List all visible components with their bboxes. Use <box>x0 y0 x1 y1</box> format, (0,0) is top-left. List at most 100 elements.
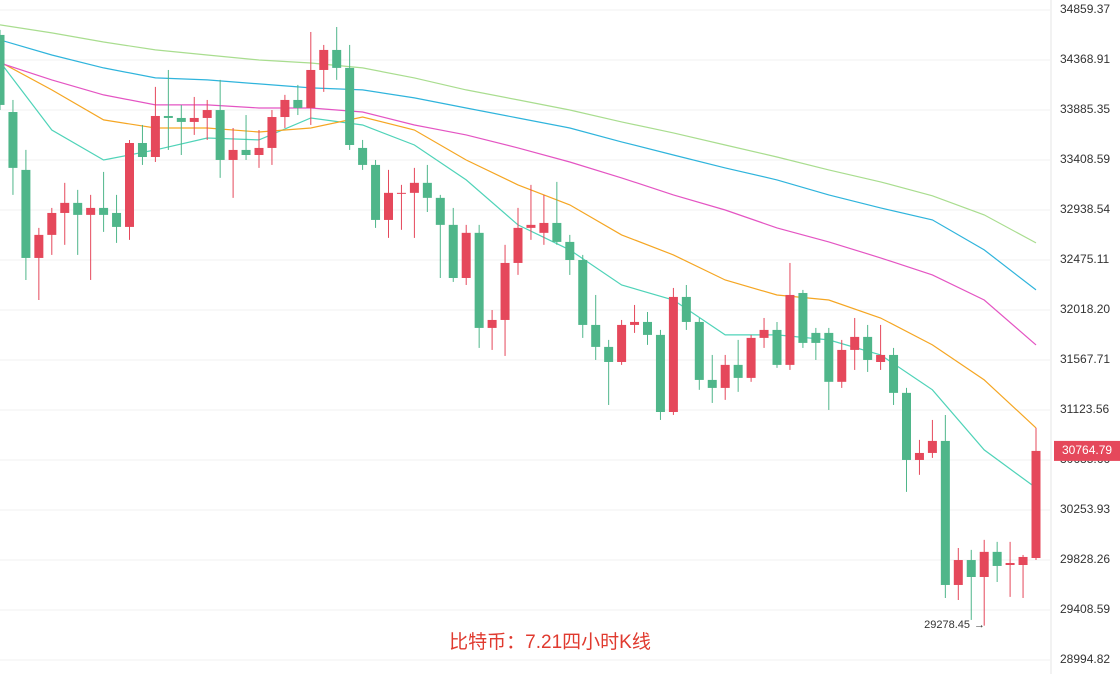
candle-body <box>1018 556 1028 566</box>
candle-body <box>617 324 627 362</box>
candle-body <box>1005 562 1015 566</box>
candle-body <box>927 440 937 453</box>
candle-body <box>176 117 186 122</box>
y-tick-label: 28994.82 <box>1060 652 1110 666</box>
candle-body <box>137 142 147 158</box>
candle-body <box>707 379 717 388</box>
candle-body <box>241 149 251 155</box>
candle-body <box>655 334 665 412</box>
y-tick-label: 33885.35 <box>1060 102 1110 116</box>
candle-body <box>992 551 1002 566</box>
candle-body <box>837 349 847 382</box>
candle-body <box>409 182 419 193</box>
candle-body <box>371 164 381 220</box>
candle-body <box>785 294 795 365</box>
candle-body <box>940 440 950 585</box>
candle-body <box>668 296 678 412</box>
y-tick-label: 32938.54 <box>1060 202 1110 216</box>
candle-body <box>8 112 18 168</box>
candle-body <box>396 192 406 194</box>
candle-body <box>772 329 782 365</box>
candle-body <box>513 227 523 263</box>
candle-body <box>21 169 31 258</box>
candle-body <box>914 452 924 460</box>
candle-body <box>150 115 160 158</box>
candle-body <box>979 551 989 577</box>
candle-body <box>125 142 134 227</box>
candle-body <box>902 392 911 460</box>
ma-line <box>0 61 1037 429</box>
candle-body <box>487 319 497 328</box>
candle-body <box>215 110 225 160</box>
ma-line <box>0 62 1037 346</box>
candle-body <box>306 69 316 108</box>
y-tick-label: 29408.59 <box>1060 602 1110 616</box>
candle-body <box>293 99 303 108</box>
candle-body <box>643 321 652 335</box>
y-tick-label: 30253.93 <box>1060 502 1110 516</box>
candle-body <box>759 329 769 338</box>
y-tick-label: 31123.56 <box>1060 402 1109 416</box>
y-tick-label: 29828.26 <box>1060 552 1110 566</box>
candle-body <box>228 149 238 160</box>
low-annotation: 29278.45 <box>924 619 970 631</box>
candle-body <box>254 147 264 155</box>
candle-body <box>73 202 83 215</box>
candle-body <box>47 212 57 235</box>
chart-title: 比特币：7.21四小时K线 <box>449 631 651 653</box>
y-axis: 34859.37 34368.91 33885.35 33408.59 32938.54… <box>1060 2 1110 666</box>
ma-line <box>0 39 1037 291</box>
candle-body <box>552 222 562 242</box>
candle-body <box>824 332 834 382</box>
candle-body <box>811 332 821 343</box>
candle-body <box>1031 450 1041 559</box>
low-arrow: → <box>974 619 985 631</box>
candle-body <box>474 232 484 328</box>
candle-body <box>966 560 976 577</box>
candle-body <box>733 364 743 378</box>
candle-body <box>163 115 173 118</box>
price-tag <box>1054 440 1120 461</box>
candle-body <box>422 182 432 198</box>
candle-body <box>889 354 899 393</box>
candle-body <box>526 224 536 228</box>
candle-body <box>86 207 96 215</box>
candle-body <box>189 117 199 122</box>
candle-body <box>448 224 458 278</box>
candle-body <box>746 337 756 378</box>
candle-body <box>720 364 730 388</box>
grid <box>0 9 1050 661</box>
candle-body <box>345 67 355 145</box>
candle-body <box>953 560 963 585</box>
candle-body <box>280 99 290 118</box>
candle-body <box>591 324 601 347</box>
candle-body <box>850 336 860 350</box>
candle-body <box>60 202 70 213</box>
candle-body <box>358 147 368 165</box>
candle-body <box>461 232 471 278</box>
candle-body <box>112 212 122 227</box>
candles <box>0 26 1041 626</box>
candle-body <box>604 346 614 362</box>
y-tick-label: 32475.11 <box>1060 252 1109 266</box>
candle-body <box>34 234 44 258</box>
candle-body <box>99 207 109 215</box>
price-tag-label: 30764.79 <box>1062 443 1112 457</box>
candle-body <box>681 296 691 322</box>
candle-body <box>578 260 588 325</box>
candle-body <box>539 222 549 233</box>
y-tick-label: 33408.59 <box>1060 152 1110 166</box>
y-tick-label: 32018.20 <box>1060 302 1110 316</box>
y-tick-label: 34859.37 <box>1060 2 1110 16</box>
candle-body <box>863 336 873 360</box>
candle-body <box>435 197 445 225</box>
candle-body <box>202 110 212 118</box>
candle-body <box>630 321 640 325</box>
candle-body <box>798 292 808 343</box>
candle-body <box>694 321 704 380</box>
candle-body <box>332 49 342 68</box>
candle-body <box>319 49 329 70</box>
ma-line <box>0 24 1037 244</box>
candle-body <box>267 117 277 148</box>
